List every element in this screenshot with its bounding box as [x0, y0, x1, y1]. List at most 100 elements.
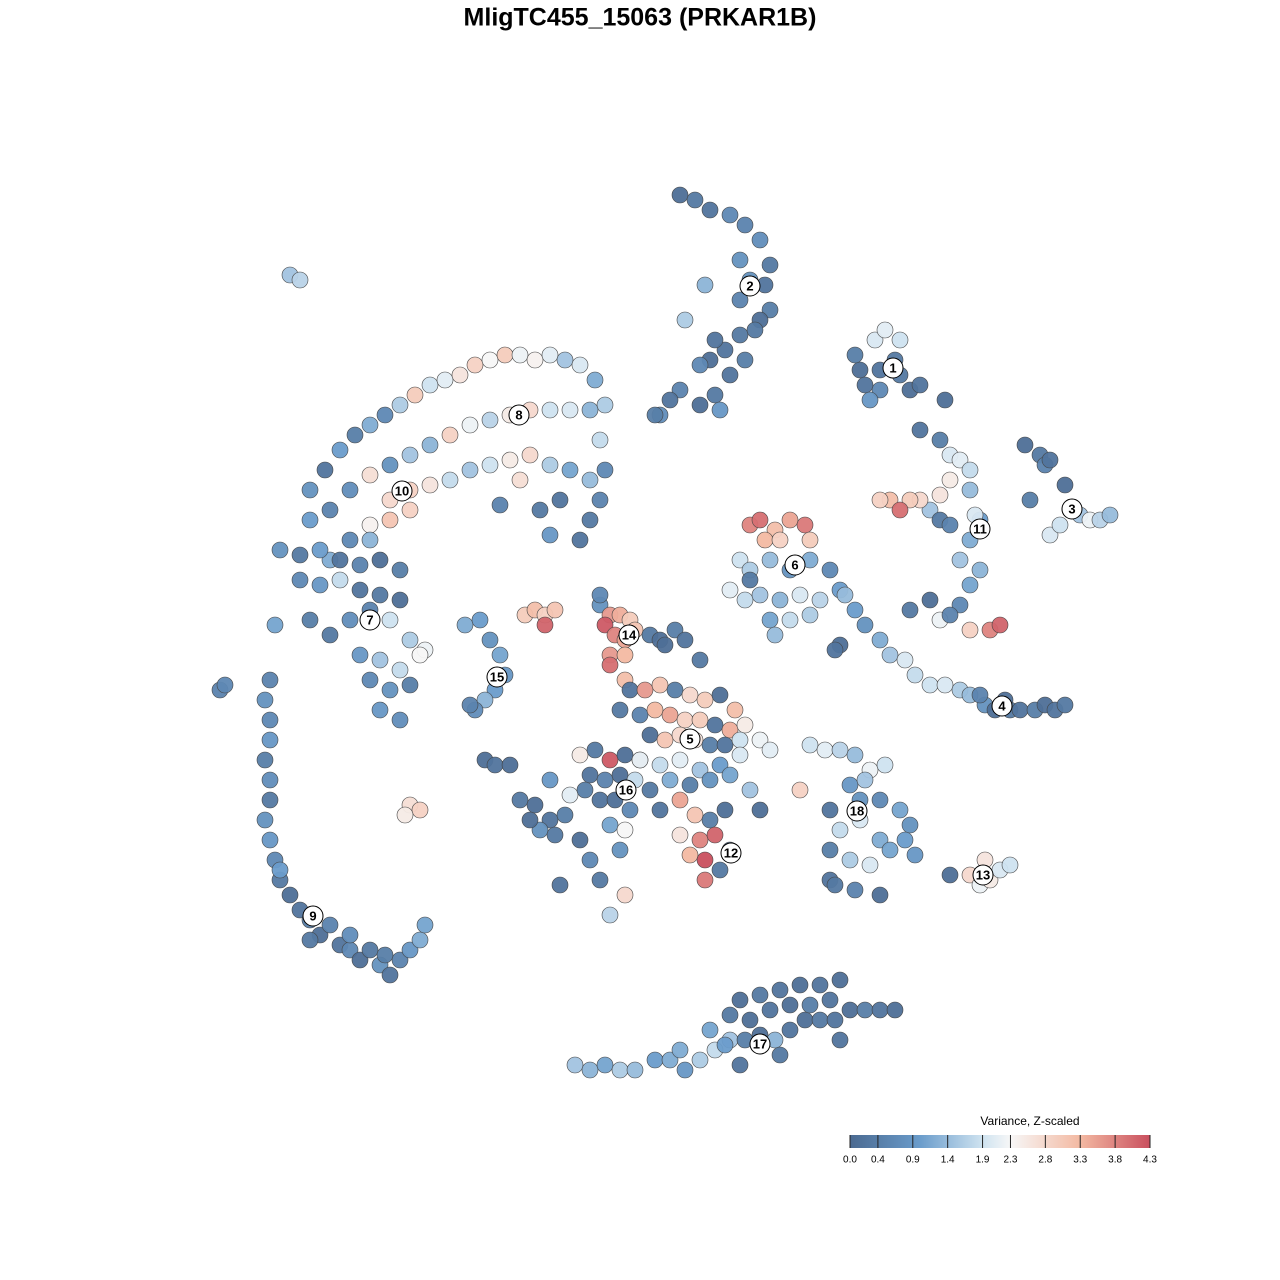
point — [671, 826, 689, 844]
point — [261, 731, 279, 749]
point — [711, 401, 729, 419]
point — [381, 611, 399, 629]
point — [821, 801, 839, 819]
point — [856, 616, 874, 634]
cluster-label-marker — [508, 404, 530, 426]
point — [961, 576, 979, 594]
point — [581, 766, 599, 784]
point — [761, 551, 779, 569]
point — [941, 606, 959, 624]
point — [391, 951, 409, 969]
point — [921, 501, 939, 519]
point — [331, 551, 349, 569]
point — [596, 461, 614, 479]
point — [1101, 506, 1119, 524]
point — [596, 396, 614, 414]
point — [561, 786, 579, 804]
point — [771, 1046, 789, 1064]
point — [676, 631, 694, 649]
point — [391, 711, 409, 729]
cluster-label: 10 — [395, 483, 409, 498]
point — [716, 1036, 734, 1054]
point — [566, 1056, 584, 1074]
point — [561, 401, 579, 419]
point — [1041, 451, 1059, 469]
point — [846, 346, 864, 364]
cluster-label: 9 — [309, 908, 316, 923]
point — [771, 591, 789, 609]
point — [961, 481, 979, 499]
point — [391, 396, 409, 414]
cluster-label-marker — [991, 695, 1013, 717]
point — [861, 856, 879, 874]
colorbar-tick-label: 2.8 — [1038, 1155, 1052, 1166]
cluster-label-marker — [615, 779, 637, 801]
point — [581, 851, 599, 869]
cluster-label-marker — [391, 480, 413, 502]
point — [756, 531, 774, 549]
point — [601, 906, 619, 924]
point — [791, 586, 809, 604]
point — [476, 691, 494, 709]
point — [686, 191, 704, 209]
point — [871, 791, 889, 809]
point — [871, 831, 889, 849]
point — [321, 916, 339, 934]
point — [301, 481, 319, 499]
cluster-label-marker — [749, 1033, 771, 1055]
point — [261, 791, 279, 809]
point — [571, 531, 589, 549]
point — [371, 701, 389, 719]
point — [261, 771, 279, 789]
point — [1011, 701, 1029, 719]
cluster-label-marker — [679, 728, 701, 750]
point — [901, 601, 919, 619]
cluster-label: 13 — [976, 867, 990, 882]
point — [691, 711, 709, 729]
point — [511, 791, 529, 809]
point — [646, 1051, 664, 1069]
point — [641, 781, 659, 799]
point — [721, 1006, 739, 1024]
point — [866, 331, 884, 349]
point — [321, 626, 339, 644]
point — [856, 1001, 874, 1019]
colorbar-tick-label: 0.4 — [871, 1155, 885, 1166]
point — [881, 646, 899, 664]
point — [591, 871, 609, 889]
point — [441, 471, 459, 489]
point — [961, 621, 979, 639]
point — [341, 926, 359, 944]
point — [521, 446, 539, 464]
point — [771, 981, 789, 999]
point — [711, 861, 729, 879]
point — [501, 756, 519, 774]
point — [701, 771, 719, 789]
point — [696, 871, 714, 889]
point — [901, 816, 919, 834]
point — [1041, 526, 1059, 544]
point — [671, 186, 689, 204]
point — [751, 586, 769, 604]
point — [736, 716, 754, 734]
point — [256, 751, 274, 769]
point — [731, 1056, 749, 1074]
point — [891, 801, 909, 819]
point — [936, 676, 954, 694]
point — [291, 546, 309, 564]
point — [591, 431, 609, 449]
point — [526, 351, 544, 369]
point — [731, 746, 749, 764]
cluster-label: 4 — [998, 698, 1006, 713]
point — [1016, 436, 1034, 454]
point — [931, 486, 949, 504]
point — [681, 776, 699, 794]
point — [826, 641, 844, 659]
point — [736, 351, 754, 369]
point — [491, 496, 509, 514]
point — [511, 346, 529, 364]
point — [691, 831, 709, 849]
cluster-label-marker — [846, 800, 868, 822]
point — [896, 651, 914, 669]
point — [721, 766, 739, 784]
